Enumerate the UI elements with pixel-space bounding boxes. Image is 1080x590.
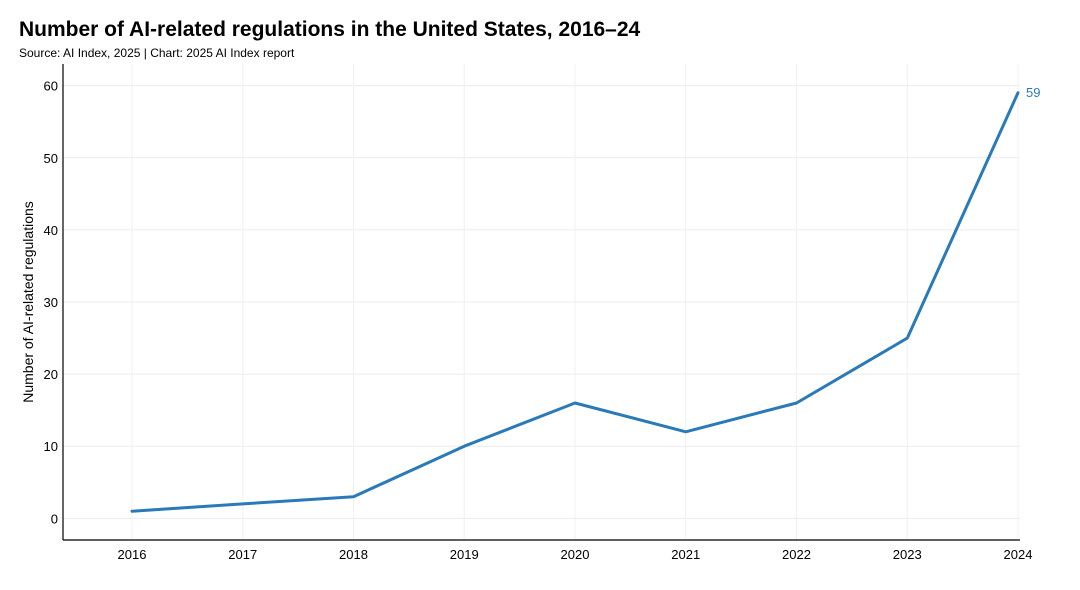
series-line	[130, 91, 1020, 513]
end-value-label: 59	[1026, 85, 1040, 100]
y-tick-label: 30	[44, 295, 58, 310]
x-tick-label: 2020	[561, 547, 590, 562]
x-tick-label: 2018	[339, 547, 368, 562]
x-tick-label: 2024	[1004, 547, 1033, 562]
chart-title: Number of AI-related regulations in the …	[19, 18, 641, 41]
x-tick-label: 2021	[671, 547, 700, 562]
y-tick-label: 0	[51, 511, 58, 526]
chart-subtitle: Source: AI Index, 2025 | Chart: 2025 AI …	[19, 46, 295, 60]
y-tick-label: 40	[44, 223, 58, 238]
axes	[62, 64, 1020, 541]
y-tick-label: 60	[44, 79, 58, 94]
y-axis-label: Number of AI-related regulations	[20, 201, 36, 403]
x-tick-label: 2023	[893, 547, 922, 562]
y-tick-label: 10	[44, 439, 58, 454]
y-tick-label: 50	[44, 151, 58, 166]
gridlines	[63, 64, 1020, 540]
series-group	[130, 91, 1020, 513]
x-tick-label: 2017	[228, 547, 257, 562]
x-tick-labels: 2016 2017 2018 2019 2020 2021 2022 2023 2024	[118, 547, 1033, 562]
x-tick-label: 2022	[782, 547, 811, 562]
y-tick-labels: 0 10 20 30 40 50 60	[44, 79, 58, 527]
x-tick-label: 2019	[450, 547, 479, 562]
y-tick-label: 20	[44, 367, 58, 382]
x-tick-label: 2016	[118, 547, 147, 562]
